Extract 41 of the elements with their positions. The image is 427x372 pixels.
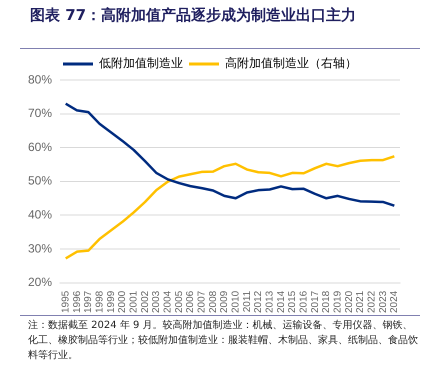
text: 注：数据截至 2024 年 9 月。较高附加值制造业：机械、运输设备、专用仪器、钢铁、化工、橡胶制品等行业；较低附加值制造业：服装鞋帽、木制品、家具、纸制品、食品饮料等行业。	[28, 318, 419, 363]
y-tick-label: 40%	[28, 207, 52, 222]
x-tick-label: 2017	[310, 290, 321, 314]
x-tick-label: 2011	[242, 290, 253, 312]
x-tick-label: 2000	[117, 290, 128, 314]
y-tick-label: 70%	[28, 106, 52, 120]
x-tick-label: 1997	[83, 290, 94, 314]
x-tick-label: 2019	[332, 290, 344, 314]
x-tick-label: 1996	[72, 290, 83, 314]
x-tick-label: 2016	[298, 290, 310, 314]
x-tick-label: 1998	[94, 290, 106, 314]
x-tick-label: 2003	[151, 290, 162, 314]
legend-label: 高附加值制造业（右轴）	[225, 56, 357, 70]
x-tick-label: 2006	[185, 290, 196, 314]
y-tick-label: 60%	[28, 140, 52, 154]
x-tick-label: 2022	[366, 290, 378, 314]
x-tick-label: 2014	[276, 290, 287, 314]
x-tick-label: 2001	[128, 290, 140, 314]
y-tick-label: 30%	[28, 241, 52, 256]
x-tick-label: 2021	[355, 290, 366, 314]
y-tick-label: 20%	[28, 275, 52, 290]
x-tick-label: 2020	[344, 290, 355, 314]
legend-label: 低附加值制造业	[99, 56, 183, 70]
x-tick-label: 2010	[230, 290, 242, 314]
x-tick-label: 2012	[253, 290, 264, 314]
chart-title: 图表 77：高附加值产品逐步成为制造业出口主力	[30, 6, 356, 25]
x-tick-label: 2004	[162, 290, 174, 314]
y-tick-label: 50%	[28, 174, 52, 188]
x-tick-label: 1999	[106, 290, 117, 314]
x-tick-label: 1995	[60, 290, 72, 314]
x-tick-label: 2018	[321, 290, 332, 314]
x-tick-label: 2008	[208, 290, 219, 314]
x-tick-label: 2009	[219, 290, 230, 314]
x-tick-label: 2005	[174, 290, 185, 314]
x-tick-label: 2013	[264, 290, 276, 314]
x-tick-label: 2015	[287, 290, 298, 314]
x-tick-label: 2007	[196, 290, 208, 314]
x-tick-label: 2002	[140, 290, 151, 314]
y-tick-label: 80%	[28, 72, 52, 86]
x-tick-label: 2023	[378, 290, 389, 314]
x-tick-label: 2024	[389, 290, 400, 314]
